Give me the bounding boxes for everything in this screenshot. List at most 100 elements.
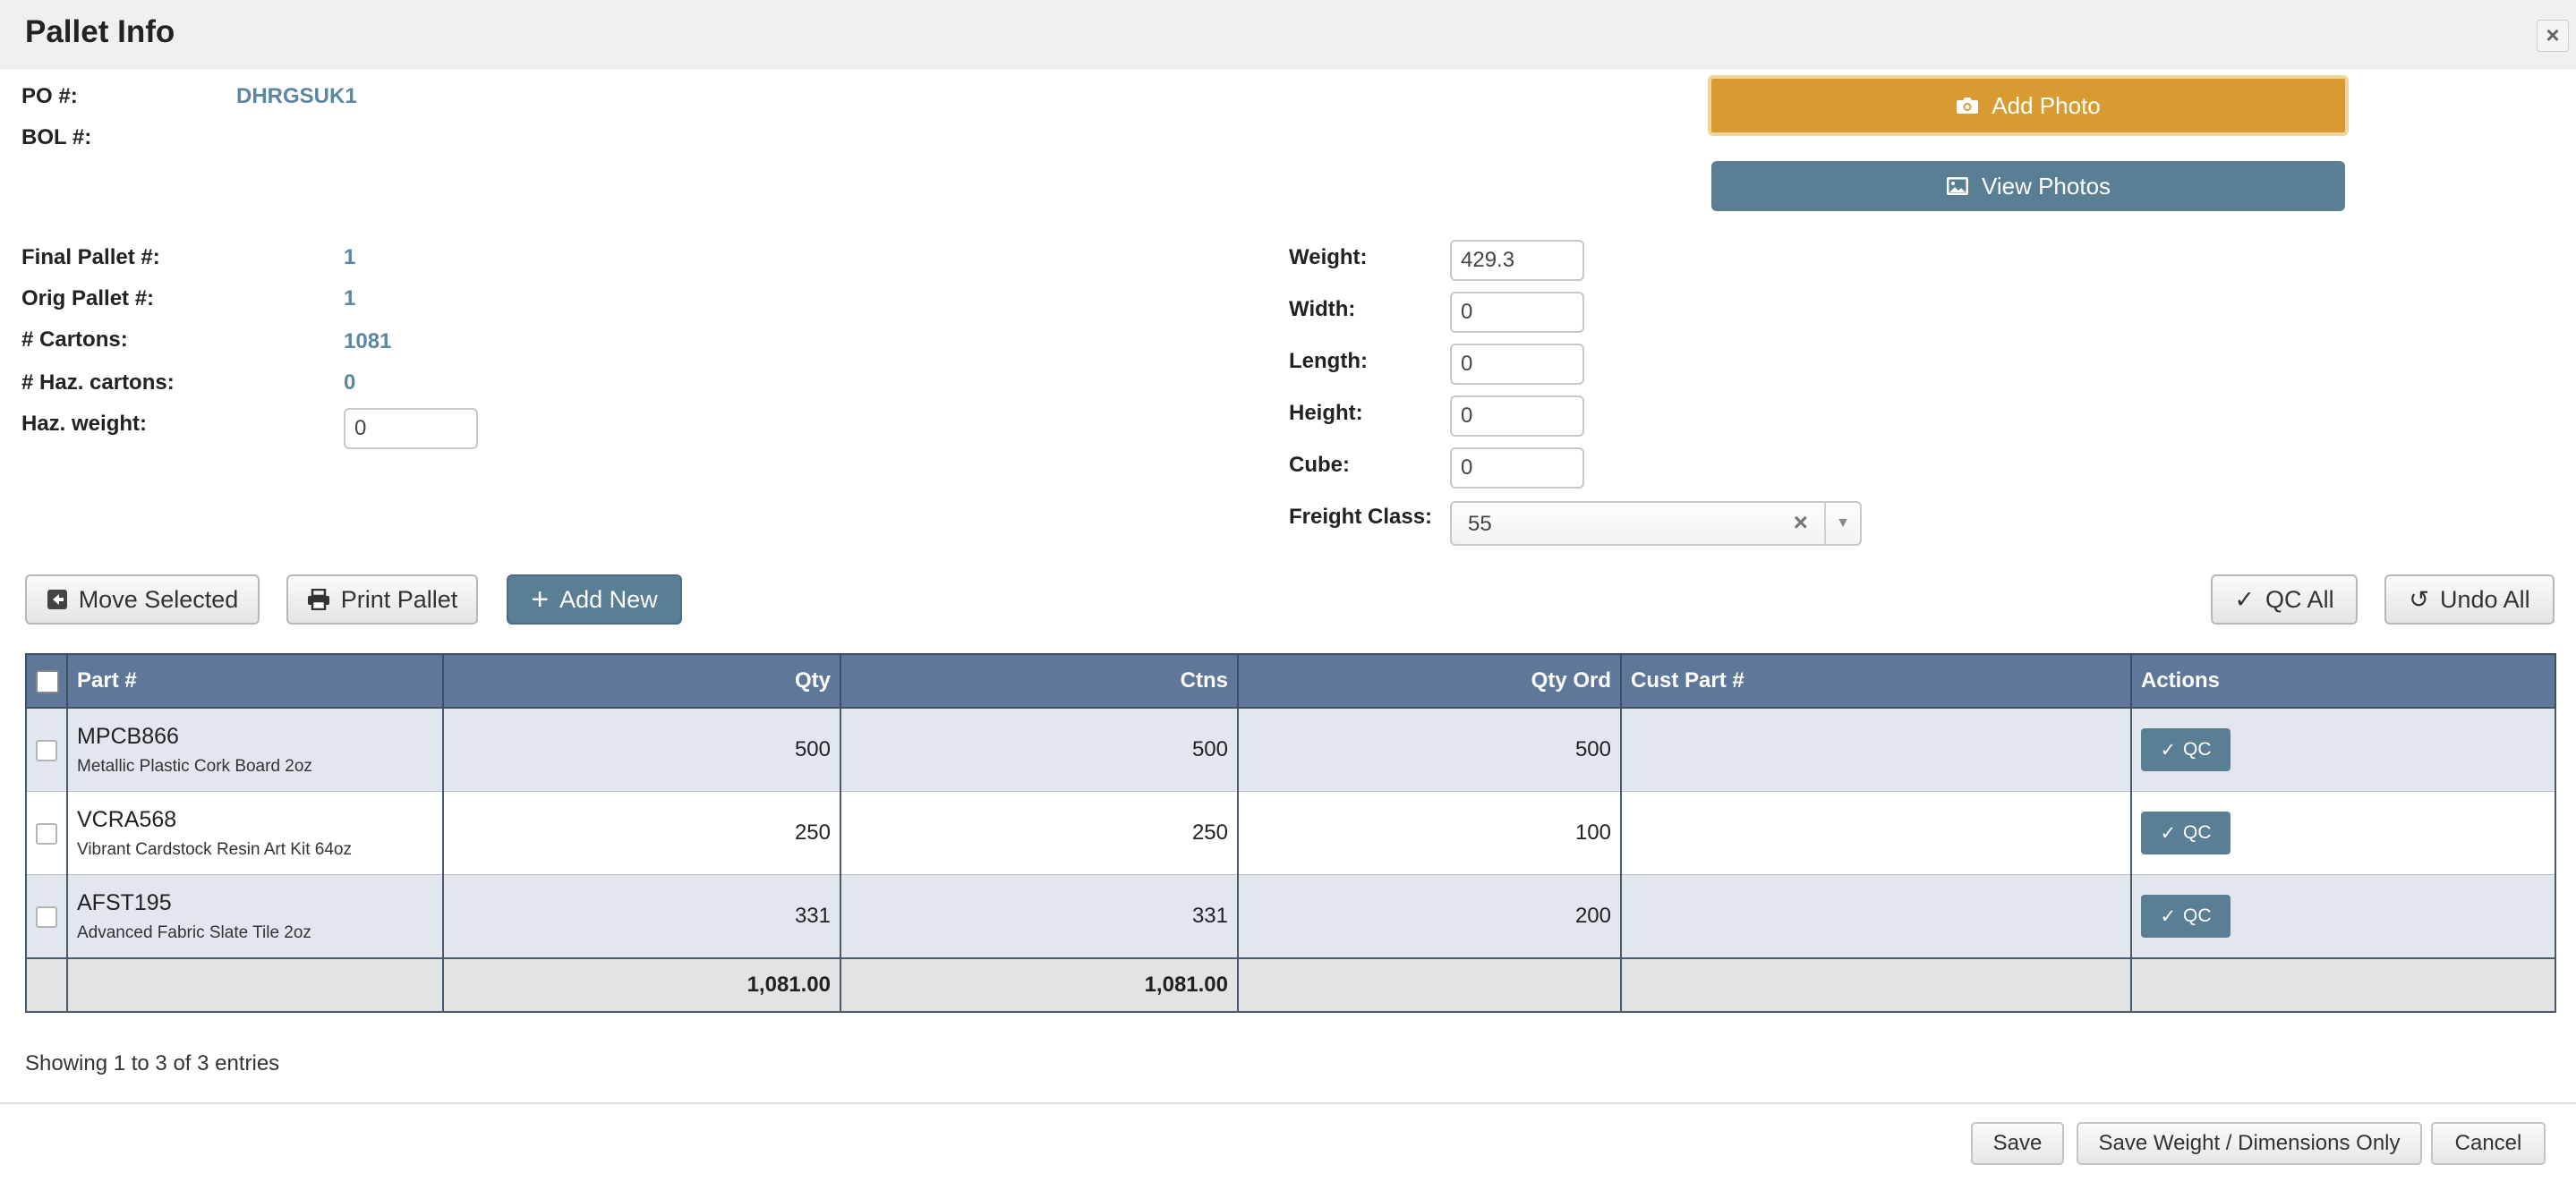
qc-label: QC	[2183, 822, 2212, 843]
part-number: VCRA568	[77, 806, 177, 832]
col-actions: Actions	[2130, 653, 2556, 709]
table-row: VCRA568 Vibrant Cardstock Resin Art Kit …	[25, 791, 2556, 875]
save-button[interactable]: Save	[1971, 1122, 2064, 1165]
part-cell: AFST195 Advanced Fabric Slate Tile 2oz	[66, 874, 444, 959]
length-label: Length:	[1289, 349, 1368, 373]
row-checkbox[interactable]	[36, 905, 57, 928]
close-icon[interactable]: ×	[2537, 20, 2569, 52]
camera-icon	[1957, 98, 1979, 114]
add-new-label: Add New	[559, 585, 658, 613]
height-input[interactable]	[1450, 395, 1584, 437]
row-select-cell	[25, 707, 68, 792]
image-icon	[1946, 177, 1968, 195]
cube-input[interactable]	[1450, 447, 1584, 489]
final-pallet-label: Final Pallet #:	[21, 245, 160, 269]
col-qty[interactable]: Qty	[442, 653, 841, 709]
add-new-button[interactable]: + Add New	[507, 574, 682, 625]
haz-cartons-label: # Haz. cartons:	[21, 370, 175, 395]
cancel-button[interactable]: Cancel	[2431, 1122, 2546, 1165]
qc-button[interactable]: ✓ QC	[2141, 812, 2231, 854]
total-ctns: 1,081.00	[840, 957, 1239, 1013]
height-label: Height:	[1289, 401, 1363, 425]
check-icon: ✓	[2160, 905, 2177, 927]
length-input[interactable]	[1450, 344, 1584, 385]
ctns-cell: 331	[840, 874, 1239, 959]
total-qty: 1,081.00	[442, 957, 841, 1013]
move-selected-label: Move Selected	[78, 585, 239, 613]
col-qty-ord[interactable]: Qty Ord	[1237, 653, 1622, 709]
part-description: Metallic Plastic Cork Board 2oz	[77, 756, 312, 776]
width-label: Width:	[1289, 297, 1356, 321]
undo-all-label: Undo All	[2440, 585, 2530, 613]
check-icon: ✓	[2234, 585, 2256, 613]
add-photo-button[interactable]: Add Photo	[1708, 75, 2349, 136]
add-photo-label: Add Photo	[1992, 91, 2101, 119]
qc-all-label: QC All	[2265, 585, 2334, 613]
undo-icon: ↺	[2409, 585, 2430, 613]
select-all-cell	[25, 653, 68, 709]
view-photos-label: View Photos	[1981, 172, 2111, 200]
actions-cell: ✓ QC	[2130, 707, 2556, 792]
po-label: PO #:	[21, 84, 78, 108]
width-input[interactable]	[1450, 292, 1584, 333]
po-value: DHRGSUK1	[236, 84, 357, 108]
qc-button[interactable]: ✓ QC	[2141, 728, 2231, 771]
qc-button[interactable]: ✓ QC	[2141, 895, 2231, 938]
move-icon	[47, 590, 67, 609]
save-weight-dimensions-button[interactable]: Save Weight / Dimensions Only	[2077, 1122, 2422, 1165]
orig-pallet-value: 1	[344, 286, 356, 310]
table-row: MPCB866 Metallic Plastic Cork Board 2oz …	[25, 707, 2556, 792]
table-header-row: Part # Qty Ctns Qty Ord Cust Part # Acti…	[25, 653, 2556, 709]
ctns-cell: 250	[840, 791, 1239, 875]
footer-divider	[0, 1102, 2576, 1104]
dialog-title: Pallet Info	[25, 14, 175, 49]
col-part[interactable]: Part #	[66, 653, 444, 709]
qc-all-button[interactable]: ✓ QC All	[2211, 574, 2358, 625]
parts-table: Part # Qty Ctns Qty Ord Cust Part # Acti…	[25, 653, 2556, 1013]
part-cell: MPCB866 Metallic Plastic Cork Board 2oz	[66, 707, 444, 792]
qty-cell: 331	[442, 874, 841, 959]
cust-part-cell	[1620, 791, 2132, 875]
print-pallet-label: Print Pallet	[340, 585, 458, 613]
totals-empty-cell	[25, 957, 68, 1013]
actions-cell: ✓ QC	[2130, 791, 2556, 875]
part-number: MPCB866	[77, 723, 179, 749]
col-cust-part[interactable]: Cust Part #	[1620, 653, 2132, 709]
printer-icon	[307, 589, 329, 610]
totals-empty-cell	[2130, 957, 2556, 1013]
totals-row: 1,081.00 1,081.00	[25, 957, 2556, 1013]
move-selected-button[interactable]: Move Selected	[25, 574, 260, 625]
totals-empty-cell	[66, 957, 444, 1013]
view-photos-button[interactable]: View Photos	[1711, 161, 2345, 211]
qty-ord-cell: 200	[1237, 874, 1622, 959]
totals-empty-cell	[1237, 957, 1622, 1013]
chevron-down-icon[interactable]: ▼	[1824, 503, 1860, 544]
undo-all-button[interactable]: ↺ Undo All	[2384, 574, 2555, 625]
weight-input[interactable]	[1450, 240, 1584, 281]
table-info: Showing 1 to 3 of 3 entries	[25, 1051, 280, 1075]
row-checkbox[interactable]	[36, 822, 57, 845]
part-number: AFST195	[77, 889, 172, 915]
ctns-cell: 500	[840, 707, 1239, 792]
bol-label: BOL #:	[21, 125, 92, 149]
freight-class-select[interactable]: 55 × ▼	[1450, 501, 1862, 546]
row-select-cell	[25, 874, 68, 959]
freight-class-label: Freight Class:	[1289, 505, 1433, 529]
haz-weight-label: Haz. weight:	[21, 412, 148, 436]
haz-weight-input[interactable]	[344, 408, 478, 449]
print-pallet-button[interactable]: Print Pallet	[286, 574, 478, 625]
cube-label: Cube:	[1289, 453, 1350, 477]
row-checkbox[interactable]	[36, 739, 57, 761]
check-icon: ✓	[2160, 739, 2177, 761]
cust-part-cell	[1620, 874, 2132, 959]
freight-class-value: 55	[1468, 512, 1492, 536]
select-all-checkbox[interactable]	[36, 669, 59, 693]
part-description: Vibrant Cardstock Resin Art Kit 64oz	[77, 839, 352, 859]
qty-ord-cell: 500	[1237, 707, 1622, 792]
check-icon: ✓	[2160, 822, 2177, 844]
table-row: AFST195 Advanced Fabric Slate Tile 2oz 3…	[25, 874, 2556, 959]
col-ctns[interactable]: Ctns	[840, 653, 1239, 709]
qty-ord-cell: 100	[1237, 791, 1622, 875]
clear-icon[interactable]: ×	[1793, 508, 1808, 536]
